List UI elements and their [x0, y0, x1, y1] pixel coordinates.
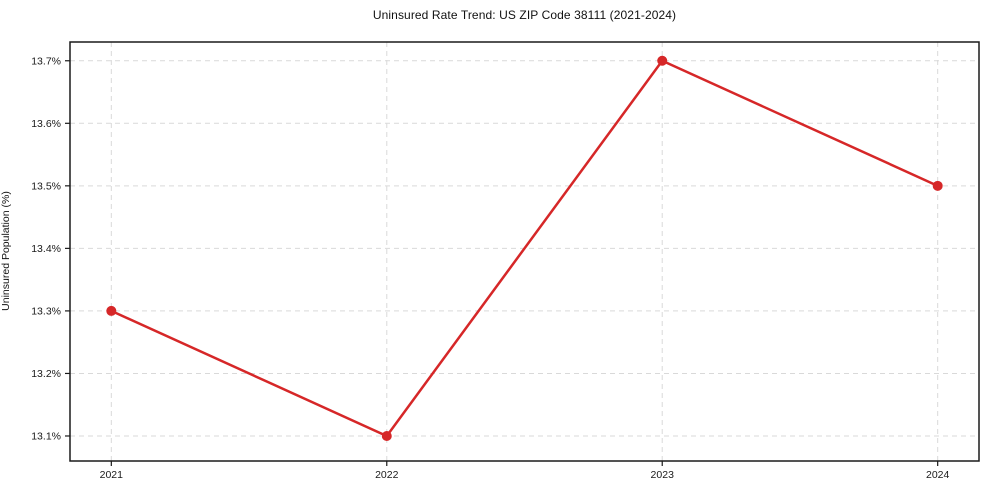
y-tick-label: 13.2%: [31, 368, 61, 380]
y-tick-label: 13.1%: [31, 430, 61, 442]
x-tick-label: 2023: [651, 469, 675, 481]
y-tick-label: 13.3%: [31, 305, 61, 317]
y-tick-label: 13.6%: [31, 118, 61, 130]
y-tick-label: 13.4%: [31, 243, 61, 255]
x-tick-label: 2021: [100, 469, 124, 481]
x-tick-label: 2024: [926, 469, 950, 481]
y-axis-label: Uninsured Population (%): [0, 191, 12, 311]
chart-title: Uninsured Rate Trend: US ZIP Code 38111 …: [372, 8, 677, 22]
data-point-marker: [106, 305, 117, 316]
data-point-marker: [381, 430, 392, 441]
data-point-marker: [932, 180, 943, 191]
data-point-marker: [657, 55, 668, 66]
trend-line: [110, 59, 939, 438]
x-tick-label: 2022: [375, 469, 399, 481]
plot-border: [69, 41, 980, 462]
y-tick-label: 13.7%: [31, 55, 61, 67]
y-tick-label: 13.5%: [31, 180, 61, 192]
